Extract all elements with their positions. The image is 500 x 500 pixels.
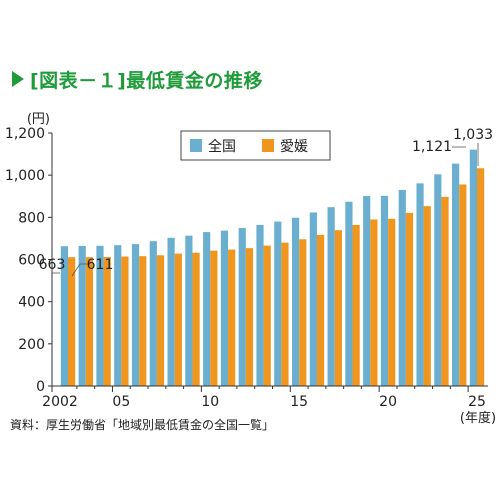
bar-ehime-2005 bbox=[121, 256, 129, 386]
title-arrow-icon bbox=[12, 71, 24, 87]
bar-national-2025 bbox=[469, 149, 477, 386]
x-unit-label: (年度) bbox=[460, 410, 496, 426]
bar-national-2005 bbox=[114, 245, 122, 386]
legend-label-ehime: 愛媛 bbox=[280, 139, 308, 155]
x-tick-label-20: 20 bbox=[379, 394, 397, 410]
bar-ehime-2012 bbox=[245, 248, 254, 386]
bar-ehime-2011 bbox=[228, 249, 236, 386]
bar-national-2011 bbox=[220, 230, 229, 386]
bar-ehime-2022 bbox=[423, 206, 431, 386]
y-tick-label: 600 bbox=[18, 253, 45, 269]
source-note: 資料：厚生労働省「地域別最低賃金の全国一覧」 bbox=[10, 418, 275, 432]
bar-ehime-2004 bbox=[103, 256, 111, 386]
bar-ehime-2007 bbox=[156, 255, 165, 386]
bar-ehime-2003 bbox=[85, 257, 93, 386]
x-tick-label-15: 15 bbox=[290, 394, 308, 410]
bar-national-2014 bbox=[274, 221, 282, 386]
bar-ehime-2021 bbox=[405, 212, 414, 386]
bar-national-2010 bbox=[203, 232, 211, 386]
data-label-ehime-2002: 611 bbox=[87, 257, 114, 273]
bar-ehime-2002 bbox=[68, 257, 76, 386]
bar-ehime-2016 bbox=[316, 234, 325, 386]
y-tick-label: 1,000 bbox=[5, 168, 45, 184]
y-tick-label: 1,200 bbox=[5, 126, 45, 142]
bar-ehime-2015 bbox=[299, 239, 307, 386]
bar-national-2020 bbox=[380, 195, 389, 386]
bar-ehime-2006 bbox=[139, 256, 147, 386]
bar-national-2024 bbox=[452, 163, 460, 386]
x-tick-label-2002: 2002 bbox=[42, 394, 78, 410]
bar-ehime-2008 bbox=[174, 253, 182, 386]
legend-swatch-ehime bbox=[262, 139, 274, 152]
y-tick-label: 0 bbox=[36, 379, 45, 395]
legend-swatch-national bbox=[190, 139, 202, 152]
bar-ehime-2009 bbox=[192, 252, 200, 386]
annotation-leader bbox=[71, 263, 87, 277]
x-tick-label-05: 05 bbox=[112, 394, 130, 410]
bar-ehime-2024 bbox=[459, 184, 467, 386]
bar-national-2002 bbox=[60, 246, 68, 386]
bar-national-2013 bbox=[256, 224, 264, 386]
x-tick-label-10: 10 bbox=[201, 394, 219, 410]
bar-national-2008 bbox=[167, 237, 175, 386]
bar-ehime-2017 bbox=[334, 230, 342, 386]
chart-title: [図表－１]最低賃金の推移 bbox=[30, 69, 263, 92]
bar-ehime-2020 bbox=[388, 218, 396, 386]
bar-national-2023 bbox=[434, 174, 442, 386]
y-tick-label: 800 bbox=[18, 210, 45, 226]
data-label-national-2002: 663 bbox=[39, 257, 66, 273]
bar-national-2012 bbox=[238, 228, 246, 386]
bar-national-2022 bbox=[416, 183, 424, 386]
x-tick-label-25: 25 bbox=[468, 394, 486, 410]
bar-national-2019 bbox=[363, 196, 371, 386]
bar-ehime-2025 bbox=[477, 168, 485, 386]
legend: 全国 愛媛 bbox=[180, 130, 331, 161]
bar-ehime-2023 bbox=[441, 196, 449, 386]
bar-ehime-2013 bbox=[263, 245, 271, 386]
bar-national-2006 bbox=[131, 244, 140, 386]
bar-national-2016 bbox=[309, 212, 317, 386]
data-label-national-2025: 1,121 bbox=[412, 139, 452, 155]
bar-national-2007 bbox=[149, 241, 157, 386]
y-tick-label: 200 bbox=[18, 337, 45, 353]
y-tick-label: 400 bbox=[18, 295, 45, 311]
bar-ehime-2018 bbox=[352, 224, 360, 386]
bar-ehime-2019 bbox=[370, 219, 378, 386]
bar-national-2004 bbox=[96, 245, 104, 386]
legend-label-national: 全国 bbox=[208, 138, 236, 155]
y-unit-label: (円) bbox=[27, 112, 50, 127]
bar-national-2017 bbox=[327, 207, 335, 386]
bar-national-2009 bbox=[185, 235, 193, 386]
bar-ehime-2010 bbox=[210, 250, 218, 386]
bar-ehime-2014 bbox=[281, 242, 289, 386]
bar-national-2003 bbox=[78, 246, 86, 386]
bar-national-2021 bbox=[398, 189, 406, 386]
chart-title-row: [図表－１]最低賃金の推移 bbox=[12, 66, 263, 92]
legend-frame bbox=[180, 130, 331, 161]
bar-national-2015 bbox=[291, 217, 300, 386]
bar-national-2018 bbox=[345, 201, 353, 386]
data-label-ehime-2025: 1,033 bbox=[453, 127, 493, 143]
